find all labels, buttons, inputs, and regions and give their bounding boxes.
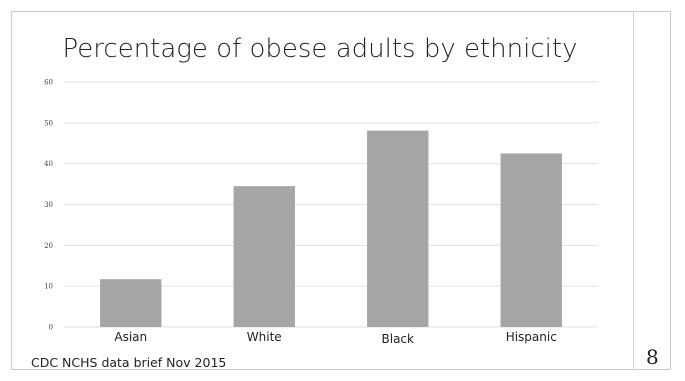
y-tick-label: 50 (44, 119, 53, 127)
page-number: 8 (646, 345, 659, 369)
source-citation: CDC NCHS data brief Nov 2015 (31, 355, 227, 370)
y-tick-label: 10 (44, 283, 53, 291)
bar-white (233, 186, 295, 327)
x-tick-label: White (247, 330, 282, 344)
bar-hispanic (500, 153, 562, 327)
x-tick-label: Hispanic (506, 330, 557, 344)
y-tick-label: 20 (44, 242, 53, 250)
bar-black (367, 130, 429, 327)
chart-title: Percentage of obese adults by ethnicity (62, 34, 578, 64)
bar-asian (100, 279, 162, 327)
x-tick-label: Asian (114, 330, 147, 344)
y-tick-label: 40 (44, 160, 53, 168)
y-tick-label: 60 (44, 79, 53, 87)
y-tick-label: 30 (44, 201, 53, 209)
y-tick-label: 0 (49, 324, 53, 332)
x-tick-label: Black (382, 332, 415, 346)
slide-frame (11, 11, 671, 370)
slide-divider (633, 11, 634, 370)
